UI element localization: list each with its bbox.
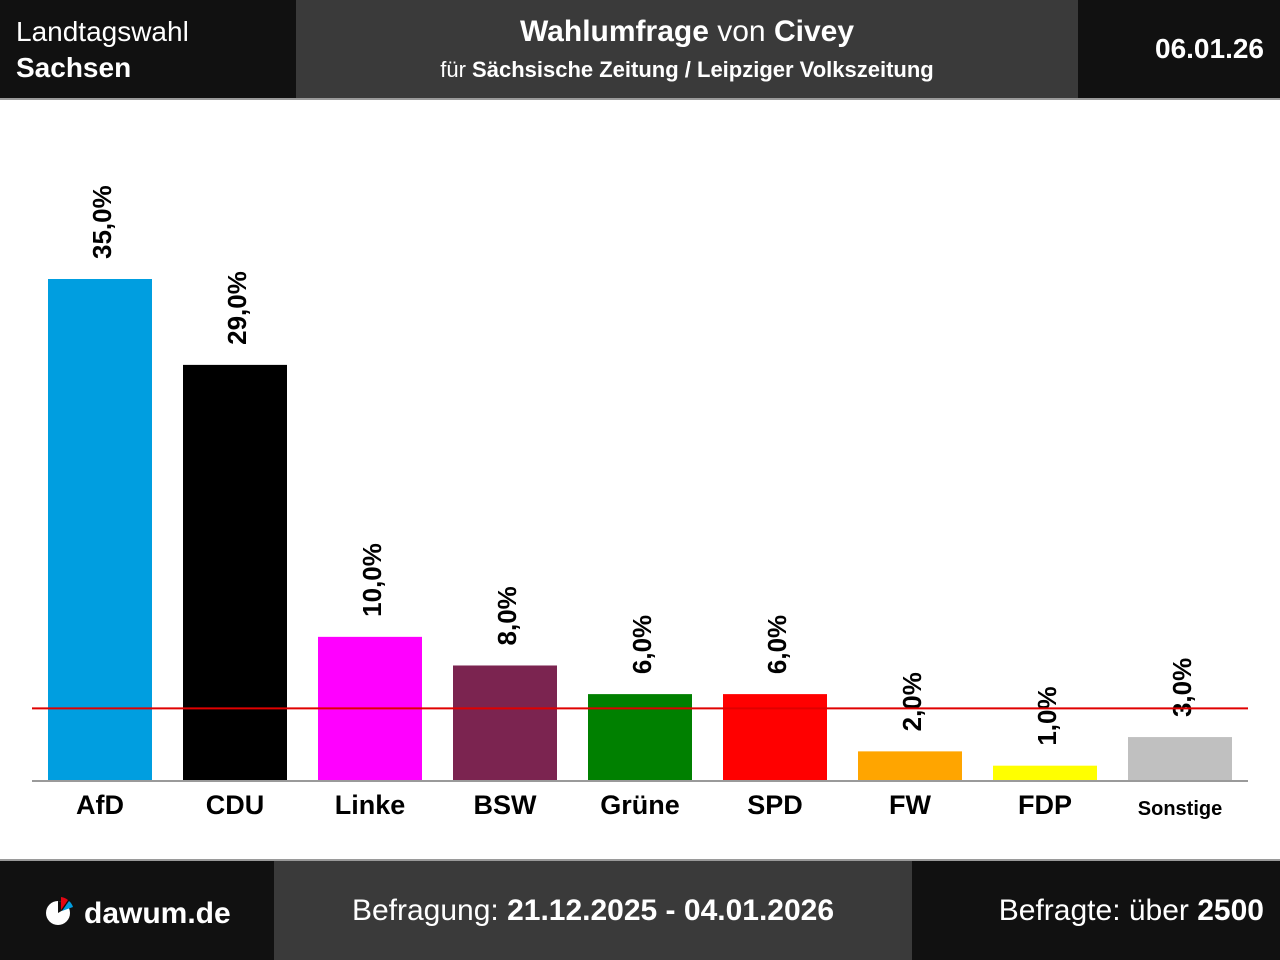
category-label-linke: Linke: [335, 790, 406, 820]
value-label-grüne: 6,0%: [627, 615, 657, 674]
publication-date: 06.01.26: [1155, 33, 1264, 64]
value-label-afd: 35,0%: [87, 185, 117, 259]
respondents-label: Befragte: über: [998, 894, 1189, 927]
value-label-fdp: 1,0%: [1032, 686, 1062, 745]
site-link[interactable]: dawum.de: [84, 897, 231, 930]
client-prefix: für: [440, 57, 466, 82]
header-region-panel: Landtagswahl Sachsen: [0, 0, 296, 98]
value-label-fw: 2,0%: [897, 672, 927, 731]
title-prefix: Wahlumfrage: [519, 15, 709, 48]
region-label: Sachsen: [16, 52, 132, 83]
header-title-panel: Wahlumfrage von Civey für Sächsische Zei…: [296, 0, 1078, 98]
survey-period: Befragung: 21.12.2025 - 04.01.2026: [274, 893, 912, 929]
category-label-spd: SPD: [747, 790, 803, 820]
category-label-grüne: Grüne: [600, 790, 680, 820]
period-value: 21.12.2025 - 04.01.2026: [507, 894, 835, 927]
dawum-pie-logo-icon: [46, 897, 73, 925]
footer-period-panel: Befragung: 21.12.2025 - 04.01.2026: [274, 861, 912, 960]
footer-site-panel[interactable]: dawum.de: [0, 861, 274, 960]
value-label-cdu: 29,0%: [222, 271, 252, 345]
footer-divider: [0, 859, 1280, 861]
bar-afd: [48, 279, 152, 780]
institute-name: Civey: [773, 15, 855, 48]
category-label-afd: AfD: [76, 790, 124, 820]
bar-cdu: [183, 364, 287, 780]
header-divider: [0, 98, 1280, 100]
respondents-value: 2500: [1197, 894, 1264, 927]
bar-sonstige: [1128, 737, 1232, 780]
bar-spd: [723, 694, 827, 780]
value-label-linke: 10,0%: [357, 543, 387, 617]
value-label-spd: 6,0%: [762, 615, 792, 674]
bar-bsw: [453, 665, 557, 780]
value-label-sonstige: 3,0%: [1167, 658, 1197, 717]
period-label: Befragung:: [351, 894, 499, 927]
election-label: Landtagswahl: [16, 16, 189, 47]
category-label-cdu: CDU: [206, 790, 265, 820]
header-date-panel: 06.01.26: [1078, 0, 1280, 98]
category-label-fw: FW: [889, 790, 931, 820]
bar-grüne: [588, 694, 692, 780]
title-connector: von: [717, 15, 766, 48]
poll-title: Wahlumfrage von Civey: [296, 14, 1078, 50]
bar-fdp: [993, 765, 1097, 780]
category-label-fdp: FDP: [1018, 790, 1072, 820]
client-name: Sächsische Zeitung / Leipziger Volkszeit…: [472, 57, 934, 82]
poll-client: für Sächsische Zeitung / Leipziger Volks…: [296, 57, 1078, 83]
respondents: Befragte: über 2500: [999, 893, 1264, 929]
value-label-bsw: 8,0%: [492, 586, 522, 645]
footer-respondents-panel: Befragte: über 2500: [912, 861, 1280, 960]
category-label-sonstige: Sonstige: [1138, 798, 1222, 820]
poll-bar-chart: 35,0% AfD 29,0% CDU 10,0% Linke 8,0% BSW 6,0% Grü…: [32, 185, 1248, 820]
bar-fw: [858, 751, 962, 780]
category-label-bsw: BSW: [474, 790, 538, 820]
